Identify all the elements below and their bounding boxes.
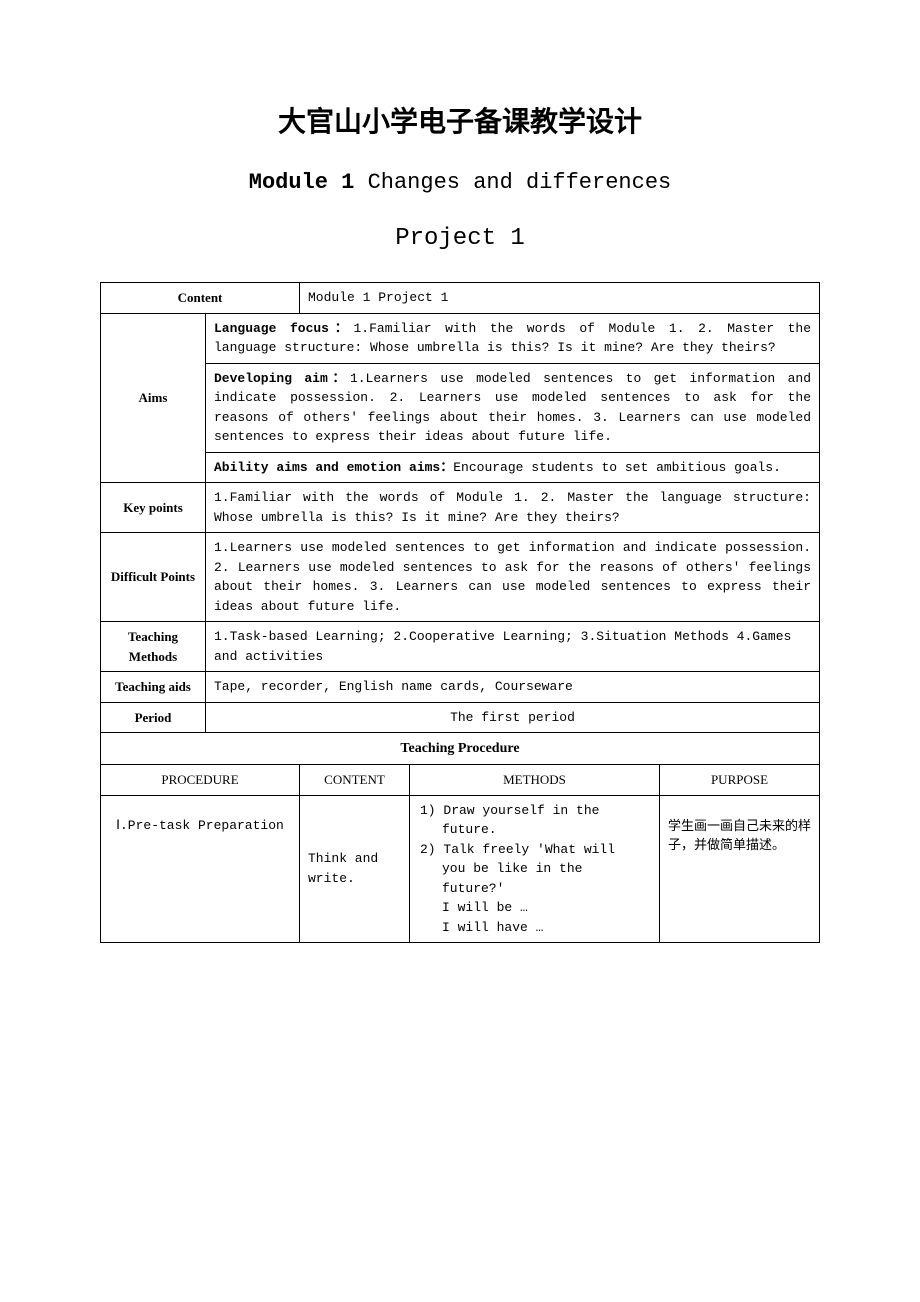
- proc-1-methods: 1) Draw yourself in the future. 2) Talk …: [410, 795, 660, 943]
- methods-line-3: I will be …: [420, 898, 651, 918]
- aims-label: Aims: [101, 313, 206, 483]
- aims-dev-aim: Developing aim：1.Learners use modeled se…: [206, 363, 820, 452]
- aims-lang-focus: Language focus：1.Familiar with the words…: [206, 313, 820, 363]
- teaching-procedure-header: Teaching Procedure: [101, 733, 820, 765]
- procedure-col-headers: PROCEDURE CONTENT METHODS PURPOSE: [101, 765, 820, 796]
- lesson-plan-table: Content Module 1 Project 1 Aims Language…: [100, 282, 820, 943]
- keypoints-row: Key points 1.Familiar with the words of …: [101, 483, 820, 533]
- period-value: The first period: [206, 702, 820, 733]
- methods-line-2b: you be like in the: [420, 859, 651, 879]
- col-purpose: PURPOSE: [660, 765, 820, 796]
- aims-row-dev: Developing aim：1.Learners use modeled se…: [101, 363, 820, 452]
- aims-row-ability: Ability aims and emotion aims：Encourage …: [101, 452, 820, 483]
- content-row: Content Module 1 Project 1: [101, 283, 820, 314]
- module-title-bold: Module 1: [249, 170, 355, 195]
- dev-aim-label: Developing aim：: [214, 371, 350, 386]
- methods-row: Teaching Methods 1.Task-based Learning; …: [101, 622, 820, 672]
- teaching-procedure-header-row: Teaching Procedure: [101, 733, 820, 765]
- keypoints-value: 1.Familiar with the words of Module 1. 2…: [206, 483, 820, 533]
- proc-1-content: Think and write.: [300, 795, 410, 943]
- proc-1-procedure: Ⅰ.Pre-task Preparation: [101, 795, 300, 943]
- aids-value: Tape, recorder, English name cards, Cour…: [206, 672, 820, 703]
- aims-row-lang: Aims Language focus：1.Familiar with the …: [101, 313, 820, 363]
- ability-label: Ability aims and emotion aims：: [214, 460, 453, 475]
- difficult-value: 1.Learners use modeled sentences to get …: [206, 533, 820, 622]
- lang-focus-label: Language focus：: [214, 321, 354, 336]
- module-title-rest: Changes and differences: [354, 170, 671, 195]
- keypoints-label: Key points: [101, 483, 206, 533]
- project-title: Project 1: [100, 225, 820, 252]
- difficult-label: Difficult Points: [101, 533, 206, 622]
- col-procedure: PROCEDURE: [101, 765, 300, 796]
- module-title: Module 1 Changes and differences: [100, 170, 820, 195]
- content-label: Content: [101, 283, 300, 314]
- methods-line-1b: future.: [420, 820, 651, 840]
- methods-value: 1.Task-based Learning; 2.Cooperative Lea…: [206, 622, 820, 672]
- content-value: Module 1 Project 1: [300, 283, 820, 314]
- aids-label: Teaching aids: [101, 672, 206, 703]
- col-methods: METHODS: [410, 765, 660, 796]
- aids-row: Teaching aids Tape, recorder, English na…: [101, 672, 820, 703]
- methods-line-2: 2) Talk freely 'What will: [420, 842, 615, 857]
- methods-line-1: 1) Draw yourself in the: [420, 803, 599, 818]
- methods-label: Teaching Methods: [101, 622, 206, 672]
- procedure-row-1: Ⅰ.Pre-task Preparation Think and write. …: [101, 795, 820, 943]
- proc-1-purpose: 学生画一画自己未来的样子，并做简单描述。: [660, 795, 820, 943]
- methods-line-4: I will have …: [420, 918, 651, 938]
- methods-line-2c: future?': [420, 879, 651, 899]
- aims-ability: Ability aims and emotion aims：Encourage …: [206, 452, 820, 483]
- period-row: Period The first period: [101, 702, 820, 733]
- ability-text: Encourage students to set ambitious goal…: [453, 460, 781, 475]
- period-label: Period: [101, 702, 206, 733]
- difficult-row: Difficult Points 1.Learners use modeled …: [101, 533, 820, 622]
- col-content: CONTENT: [300, 765, 410, 796]
- page-title: 大官山小学电子备课教学设计: [100, 100, 820, 140]
